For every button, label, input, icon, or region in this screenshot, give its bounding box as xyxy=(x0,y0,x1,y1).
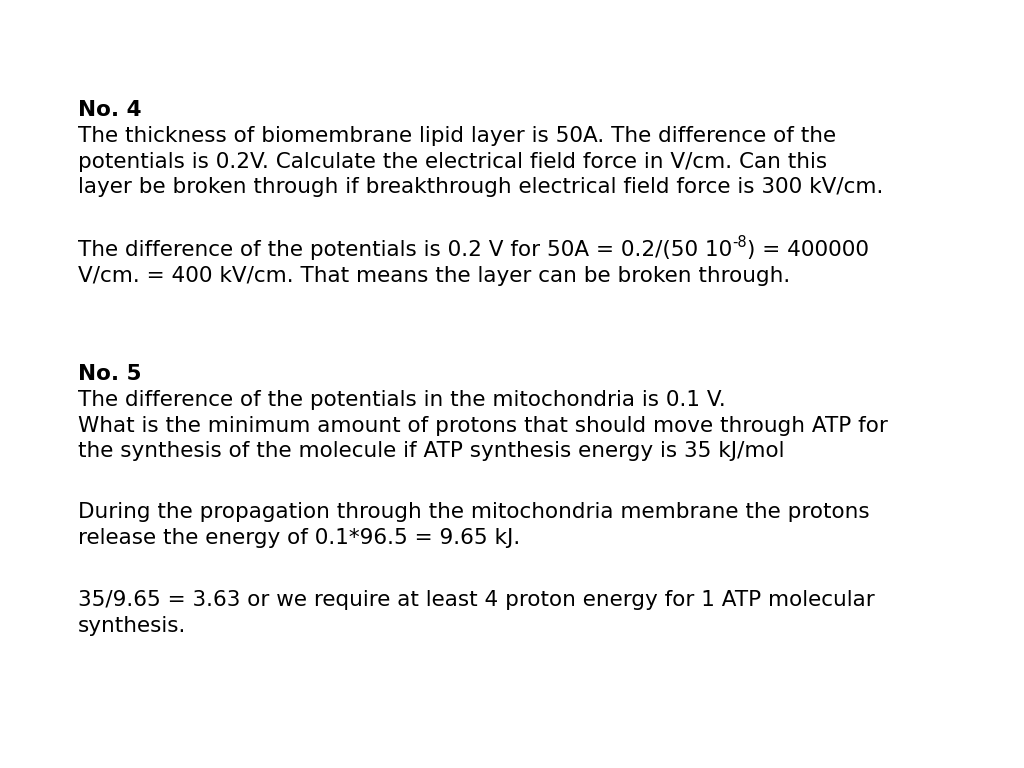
Text: The difference of the potentials in the mitochondria is 0.1 V.: The difference of the potentials in the … xyxy=(78,390,726,410)
Text: No. 4: No. 4 xyxy=(78,100,141,120)
Text: During the propagation through the mitochondria membrane the protons: During the propagation through the mitoc… xyxy=(78,502,869,522)
Text: 35/9.65 = 3.63 or we require at least 4 proton energy for 1 ATP molecular: 35/9.65 = 3.63 or we require at least 4 … xyxy=(78,590,874,610)
Text: ) = 400000: ) = 400000 xyxy=(746,240,869,260)
Text: No. 5: No. 5 xyxy=(78,364,141,384)
Text: -8: -8 xyxy=(732,235,746,250)
Text: synthesis.: synthesis. xyxy=(78,615,186,635)
Text: layer be broken through if breakthrough electrical field force is 300 kV/cm.: layer be broken through if breakthrough … xyxy=(78,177,884,197)
Text: The difference of the potentials is 0.2 V for 50A = 0.2/(50 10: The difference of the potentials is 0.2 … xyxy=(78,240,732,260)
Text: What is the minimum amount of protons that should move through ATP for: What is the minimum amount of protons th… xyxy=(78,415,888,435)
Text: V/cm. = 400 kV/cm. That means the layer can be broken through.: V/cm. = 400 kV/cm. That means the layer … xyxy=(78,266,791,286)
Text: The thickness of biomembrane lipid layer is 50A. The difference of the: The thickness of biomembrane lipid layer… xyxy=(78,126,837,146)
Text: release the energy of 0.1*96.5 = 9.65 kJ.: release the energy of 0.1*96.5 = 9.65 kJ… xyxy=(78,528,520,548)
Text: potentials is 0.2V. Calculate the electrical field force in V/cm. Can this: potentials is 0.2V. Calculate the electr… xyxy=(78,151,827,171)
Text: the synthesis of the molecule if ATP synthesis energy is 35 kJ/mol: the synthesis of the molecule if ATP syn… xyxy=(78,441,784,461)
